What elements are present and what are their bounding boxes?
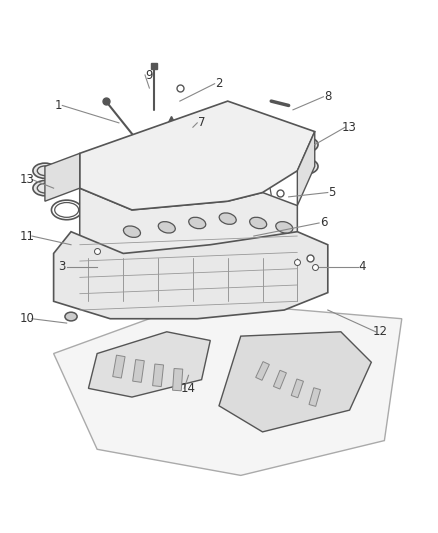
Text: 6: 6: [320, 216, 327, 230]
Polygon shape: [45, 154, 80, 201]
Text: 14: 14: [181, 382, 196, 395]
Bar: [309, 387, 321, 406]
Ellipse shape: [294, 159, 318, 174]
Ellipse shape: [33, 163, 57, 179]
Ellipse shape: [276, 222, 293, 233]
Text: 1: 1: [54, 99, 62, 112]
Polygon shape: [80, 101, 315, 210]
Text: 5: 5: [328, 186, 336, 199]
Ellipse shape: [69, 272, 99, 296]
Text: 9: 9: [145, 69, 153, 82]
Polygon shape: [219, 332, 371, 432]
Bar: [173, 368, 183, 391]
Text: 11: 11: [20, 230, 35, 243]
Text: 7: 7: [198, 116, 205, 130]
Text: 4: 4: [359, 260, 366, 273]
Bar: [152, 364, 163, 386]
Ellipse shape: [124, 226, 141, 237]
Ellipse shape: [65, 312, 77, 321]
Ellipse shape: [250, 217, 267, 229]
Ellipse shape: [158, 222, 175, 233]
Polygon shape: [88, 332, 210, 397]
Text: 10: 10: [20, 312, 35, 325]
Text: 8: 8: [324, 90, 332, 103]
Text: 3: 3: [59, 260, 66, 273]
Text: 2: 2: [215, 77, 223, 90]
Text: 12: 12: [373, 325, 388, 338]
Text: 13: 13: [342, 121, 357, 134]
Bar: [113, 355, 125, 378]
Polygon shape: [53, 232, 328, 319]
Polygon shape: [297, 132, 315, 206]
Ellipse shape: [189, 217, 206, 229]
Bar: [273, 370, 286, 389]
Polygon shape: [80, 188, 297, 258]
Bar: [133, 360, 144, 382]
Ellipse shape: [33, 181, 57, 196]
Text: 13: 13: [20, 173, 35, 186]
Bar: [256, 361, 269, 381]
Polygon shape: [53, 301, 402, 475]
Ellipse shape: [219, 213, 236, 224]
Ellipse shape: [294, 137, 318, 152]
Bar: [291, 379, 304, 398]
